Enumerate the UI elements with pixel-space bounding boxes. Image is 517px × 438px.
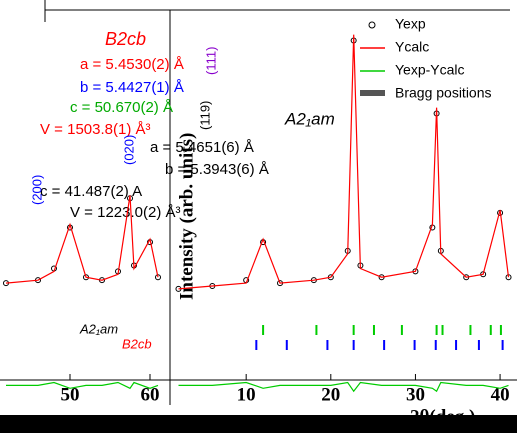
y-axis-label: Intensity (arb. units) — [176, 133, 197, 300]
x-tick-label: 30 — [406, 384, 425, 405]
series-line — [6, 381, 159, 390]
annotation: a = 5.4651(6) Å — [150, 139, 254, 156]
phase-title: A2₁am — [284, 109, 335, 128]
annotation: c = 50.670(2) Å — [70, 99, 173, 116]
x-tick-label: 10 — [237, 384, 256, 405]
annotation: b = 5.4427(1) Å — [80, 79, 184, 96]
x-tick-label: 40 — [491, 384, 510, 405]
legend-marker — [368, 21, 376, 29]
annotation: V = 1503.8(1) Å³ — [40, 121, 150, 138]
bottom-bar — [0, 415, 517, 433]
hkl-label: (111) — [203, 47, 218, 75]
legend-label: Yexp-Ycalc — [395, 62, 465, 78]
bragg-label: A2₁am — [79, 321, 118, 336]
annotation: a = 5.4530(2) Å — [80, 56, 184, 73]
hkl-label: (119) — [197, 101, 212, 130]
series-line — [178, 381, 509, 393]
legend-label: Yexp — [395, 16, 426, 32]
legend-label: Bragg positions — [395, 85, 492, 101]
series-line — [5, 195, 159, 284]
annotation: b = 5.3943(6) Å — [165, 161, 269, 178]
annotation: V = 1223.0(2) Å³ — [70, 204, 180, 221]
x-tick-label: 60 — [141, 384, 160, 405]
x-tick-label: 20 — [321, 384, 340, 405]
x-axis-label: 2θ(deg.) — [410, 406, 475, 427]
annotation: c = 41.487(2) A — [40, 183, 142, 200]
legend-label: Ycalc — [395, 39, 429, 55]
hkl-label: (020) — [121, 135, 136, 165]
hkl-label: (200) — [29, 175, 44, 205]
x-tick-label: 50 — [61, 384, 80, 405]
legend-marker — [360, 90, 385, 96]
bragg-label: B2cb — [122, 336, 152, 351]
series-line — [178, 34, 510, 290]
phase-title: B2cb — [105, 29, 146, 49]
